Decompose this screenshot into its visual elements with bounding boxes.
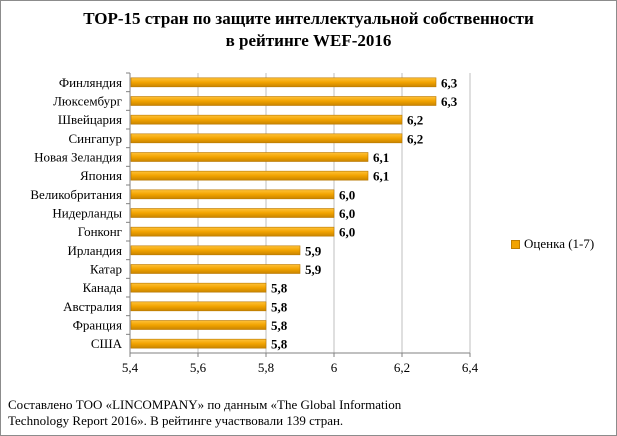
category-label: Сингапур <box>69 131 122 146</box>
category-label: Австралия <box>63 299 122 314</box>
value-label: 6,0 <box>339 206 355 221</box>
x-tick-label: 5,4 <box>122 360 139 375</box>
legend: Оценка (1-7) <box>511 236 594 252</box>
value-label: 6,1 <box>373 169 389 184</box>
chart-title-line2: в рейтинге WEF-2016 <box>225 31 392 50</box>
category-label: Катар <box>90 262 122 277</box>
bar <box>130 320 267 330</box>
bar <box>130 133 403 144</box>
bar <box>130 152 369 162</box>
footnote-line2: Technology Report 2016». В рейтинге учас… <box>8 413 344 428</box>
value-label: 5,9 <box>305 262 322 277</box>
bar <box>130 245 301 256</box>
value-label: 6,1 <box>373 150 389 165</box>
bar <box>130 208 335 218</box>
value-label: 6,3 <box>441 94 458 109</box>
x-tick-label: 5,6 <box>190 360 207 375</box>
value-label: 5,9 <box>305 243 322 258</box>
category-label: Финляндия <box>59 75 122 90</box>
legend-label: Оценка (1-7) <box>524 236 595 251</box>
category-label: Великобритания <box>30 187 122 202</box>
bar <box>130 226 335 237</box>
category-label: Япония <box>80 168 122 183</box>
bar <box>130 114 403 125</box>
bar <box>130 170 369 181</box>
x-tick-label: 6,4 <box>462 360 479 375</box>
category-label: Новая Зеландия <box>34 150 122 165</box>
bar <box>130 96 437 106</box>
value-label: 5,8 <box>271 318 288 333</box>
footnote: Составлено ТОО «LINCOMPANY» по данным «T… <box>8 397 568 429</box>
bar <box>130 338 267 349</box>
value-label: 6,0 <box>339 187 355 202</box>
value-label: 5,8 <box>271 299 288 314</box>
x-tick-label: 6 <box>331 360 338 375</box>
x-tick-label: 6,2 <box>394 360 410 375</box>
category-label: Нидерланды <box>52 206 122 221</box>
category-label: Франция <box>73 318 122 333</box>
footnote-line1: Составлено ТОО «LINCOMPANY» по данным «T… <box>8 397 402 412</box>
bar <box>130 282 267 293</box>
value-label: 6,2 <box>407 131 423 146</box>
value-label: 6,3 <box>441 75 458 90</box>
chart-title: TOP-15 стран по защите интеллектуальной … <box>0 8 617 52</box>
value-label: 6,0 <box>339 225 355 240</box>
value-label: 5,8 <box>271 281 288 296</box>
category-label: Швейцария <box>58 112 122 127</box>
value-label: 6,2 <box>407 113 423 128</box>
bar <box>130 77 437 88</box>
bar <box>130 264 301 274</box>
category-label: Гонконг <box>78 224 122 239</box>
category-label: США <box>91 336 123 351</box>
x-tick-label: 5,8 <box>258 360 274 375</box>
value-label: 5,8 <box>271 337 288 352</box>
category-label: Люксембург <box>53 94 122 109</box>
legend-swatch <box>511 239 520 249</box>
category-label: Ирландия <box>68 243 123 258</box>
bar <box>130 189 335 200</box>
bar <box>130 301 267 312</box>
chart-title-line1: TOP-15 стран по защите интеллектуальной … <box>83 9 534 28</box>
category-label: Канада <box>83 280 123 295</box>
